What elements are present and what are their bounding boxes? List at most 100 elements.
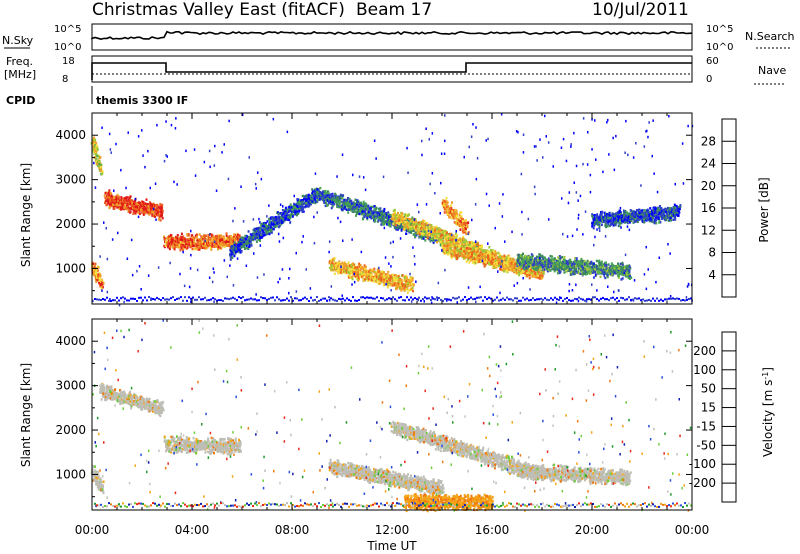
heat-cell (186, 246, 189, 249)
heat-cell (101, 172, 104, 176)
heat-cell (455, 247, 458, 251)
heat-cell (266, 224, 269, 228)
heat-cell (180, 236, 183, 239)
heat-cell (250, 244, 253, 247)
heat-cell (358, 273, 361, 276)
heat-cell (241, 236, 244, 239)
heat-cell (232, 244, 235, 248)
heat-cell (398, 215, 401, 218)
heat-cell (422, 219, 425, 223)
heat-cell (366, 217, 369, 221)
heat-cell (407, 281, 410, 285)
heat-cell (446, 235, 449, 239)
heat-cell (230, 253, 233, 256)
heat-cell (220, 242, 222, 245)
heat-cell (357, 272, 360, 275)
heat-cell (133, 200, 136, 204)
heat-cell (94, 148, 96, 151)
heat-cell (358, 265, 361, 268)
heat-cell (168, 243, 171, 246)
heat-cell (302, 210, 305, 213)
heat-cell (92, 140, 95, 144)
heat-cell (405, 288, 408, 291)
heat-cell (169, 235, 172, 238)
heat-cell (442, 236, 445, 239)
heat-cell (333, 202, 336, 206)
heat-cell (111, 199, 114, 202)
heat-cell (238, 250, 241, 254)
heat-cell (468, 243, 471, 246)
heat-cell (405, 215, 408, 219)
heat-cell (279, 221, 282, 224)
heat-cell (171, 242, 173, 245)
heat-cell (362, 200, 365, 204)
heat-cell (362, 271, 365, 274)
heat-cell (378, 282, 381, 285)
heat-cell (348, 271, 350, 274)
heat-cell (298, 209, 301, 212)
heat-cell (98, 167, 101, 170)
heat-cell (99, 169, 102, 173)
heat-cell (352, 274, 355, 277)
heat-cell (357, 211, 359, 214)
heat-cell (298, 201, 301, 204)
heat-cell (179, 235, 182, 239)
heat-cell (215, 238, 218, 242)
heat-cell (452, 249, 455, 253)
heat-cell (448, 234, 451, 237)
heat-cell (403, 217, 406, 220)
heat-cell (225, 237, 228, 240)
heat-cell (333, 272, 336, 275)
heat-cell (450, 204, 453, 207)
heat-cell (300, 199, 303, 202)
heat-cell (356, 209, 359, 212)
heat-cell (225, 240, 228, 243)
heat-cell (298, 204, 301, 208)
heat-cell (164, 238, 167, 242)
heat-cell (112, 195, 115, 199)
heat-cell (365, 204, 368, 208)
heat-cell (216, 235, 219, 238)
heat-cell (339, 200, 342, 203)
heat-cell (422, 232, 424, 236)
heat-cell (94, 145, 96, 148)
heat-cell (363, 214, 366, 217)
heat-cell (355, 273, 358, 277)
heat-cell (396, 226, 399, 229)
heat-cell (195, 235, 198, 239)
heat-cell (368, 208, 371, 212)
heat-cell (326, 204, 329, 207)
heat-cell (105, 199, 108, 203)
heat-cell (408, 217, 411, 221)
heat-cell (313, 189, 316, 192)
heat-cell (439, 234, 442, 238)
heat-cell (160, 207, 163, 211)
heat-cell (268, 232, 271, 236)
heat-cell (269, 221, 272, 224)
heat-cell (440, 240, 443, 244)
heat-cell (334, 198, 337, 202)
heat-cell (364, 208, 367, 211)
heat-cell (423, 230, 426, 233)
heat-cell (403, 279, 406, 282)
heat-cell (276, 222, 279, 225)
heat-cell (207, 238, 210, 242)
heat-cell (290, 206, 293, 209)
heat-cell (219, 246, 222, 250)
heat-cell (461, 243, 463, 247)
heat-cell (443, 211, 446, 214)
heat-cell (186, 233, 189, 236)
heat-cell (384, 219, 387, 223)
heat-cell (214, 235, 217, 239)
heat-cell (149, 202, 152, 205)
heat-cell (422, 223, 425, 226)
heat-cell (318, 197, 321, 200)
heat-cell (249, 233, 252, 236)
heat-cell (198, 242, 201, 245)
heat-cell (452, 243, 455, 246)
heat-cell (432, 225, 435, 229)
heat-cell (333, 257, 336, 260)
heat-cell (221, 237, 224, 241)
heat-cell (459, 211, 462, 214)
heat-cell (97, 274, 99, 278)
